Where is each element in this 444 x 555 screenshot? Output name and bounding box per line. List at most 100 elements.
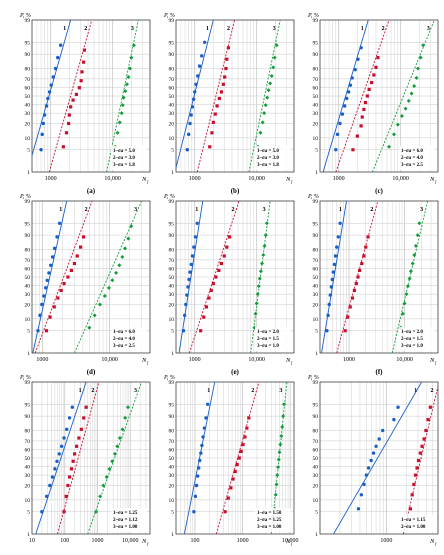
data-point-series-1 [191,97,196,101]
data-point-series-1 [364,473,369,477]
data-point-series-1 [348,83,353,87]
data-point-series-1 [187,277,191,282]
y-axis-title: P, % [163,194,175,200]
data-point-series-2 [241,442,245,447]
y-tick-label: 80 [313,429,319,435]
y-tick-label: 99 [25,18,31,24]
data-point-series-3 [120,254,125,259]
data-point-series-2 [348,305,352,309]
data-point-series-2 [79,79,83,83]
y-tick-label: 50 [25,275,31,281]
data-point-series-2 [237,456,241,460]
y-tick-label: 80 [25,429,31,435]
data-point-series-3 [268,81,273,86]
data-point-series-1 [58,43,63,47]
y-tick-label: 90 [313,414,319,420]
y-tick-label: 40 [169,102,175,108]
data-point-series-2 [217,268,221,273]
y-tick-label: 70 [313,77,319,83]
x-tick-label: 1000 [92,538,104,544]
y-axis-title: P, % [19,13,31,19]
legend-box [399,327,435,351]
legend-box [255,146,291,170]
data-point-series-3 [281,402,286,407]
y-tick-label: 90 [25,414,31,420]
data-point-series-2 [376,56,380,60]
data-point-series-1 [192,90,197,94]
data-point-series-3 [119,111,124,116]
y-tick-label: 5 [315,510,318,516]
y-tick-label: 30 [169,473,175,479]
series-label-3: 3 [134,207,137,213]
data-point-series-2 [367,87,371,92]
data-point-series-1 [190,254,195,258]
data-point-series-2 [56,296,60,300]
data-point-series-3 [92,313,97,318]
data-point-series-1 [57,221,62,225]
y-tick-label: 5 [27,510,30,516]
data-point-series-2 [416,458,421,463]
data-point-series-1 [185,148,189,152]
data-point-series-1 [366,466,371,470]
data-point-series-1 [356,57,360,61]
data-point-series-1 [188,121,192,126]
x-tick-label: 1000 [380,538,392,544]
y-tick-label: 20 [169,121,175,127]
legend-entry: 1–σa = 5.0 [113,149,135,154]
y-tick-label: 70 [25,439,31,445]
data-point-series-3 [102,294,107,299]
data-point-series-2 [219,90,224,94]
data-point-series-1 [44,494,49,499]
data-point-series-1 [193,235,198,239]
fit-line-series-1 [32,201,68,353]
series-label-3: 3 [131,26,134,32]
data-point-series-2 [243,435,247,439]
data-point-series-2 [225,57,229,61]
legend-entry: 2–σa = 3.0 [257,156,279,161]
y-tick-label: 50 [25,94,31,100]
y-tick-label: 1 [171,532,174,538]
data-point-series-1 [50,475,55,479]
data-point-series-3 [253,311,258,316]
data-point-series-3 [414,75,419,80]
data-point-series-2 [202,315,206,319]
data-point-series-1 [195,221,199,225]
legend-entry: 3–σa = 1.00 [113,525,138,530]
data-point-series-3 [112,451,117,456]
plot-frame [175,19,295,173]
data-point-series-1 [204,416,208,420]
data-point-series-2 [235,462,239,467]
panel-label: (e) [231,368,239,376]
data-point-series-2 [350,296,355,300]
data-point-series-1 [200,54,204,58]
y-tick-label: 70 [25,258,31,264]
data-point-series-1 [196,74,200,78]
data-point-series-1 [380,428,385,433]
data-point-series-3 [120,103,125,108]
data-point-series-1 [40,302,44,307]
fit-line-series-1 [322,20,369,172]
data-point-series-2 [199,329,203,333]
data-point-series-1 [44,286,48,290]
y-tick-label: 95 [25,40,31,46]
data-point-series-3 [400,311,405,316]
y-tick-label: 40 [25,102,31,108]
data-point-series-2 [59,288,63,293]
data-point-series-2 [44,329,49,333]
legend-entry: 2–σa = 1.12 [113,518,138,523]
legend-entry: 1–σa = 2.0 [257,330,279,335]
data-point-series-3 [418,55,423,60]
y-tick-label: 1 [315,170,318,176]
data-point-series-1 [325,329,329,333]
data-point-series-3 [101,483,106,488]
data-point-series-2 [365,94,369,98]
y-tick-label: 50 [313,456,319,462]
y-tick-label: 50 [25,456,31,462]
data-point-series-1 [56,55,60,60]
data-point-series-1 [192,245,196,249]
data-point-series-3 [399,114,404,119]
data-point-series-1 [65,427,69,432]
y-tick-label: 90 [169,52,175,58]
series-label-2: 2 [370,207,373,213]
data-point-series-2 [74,92,78,96]
